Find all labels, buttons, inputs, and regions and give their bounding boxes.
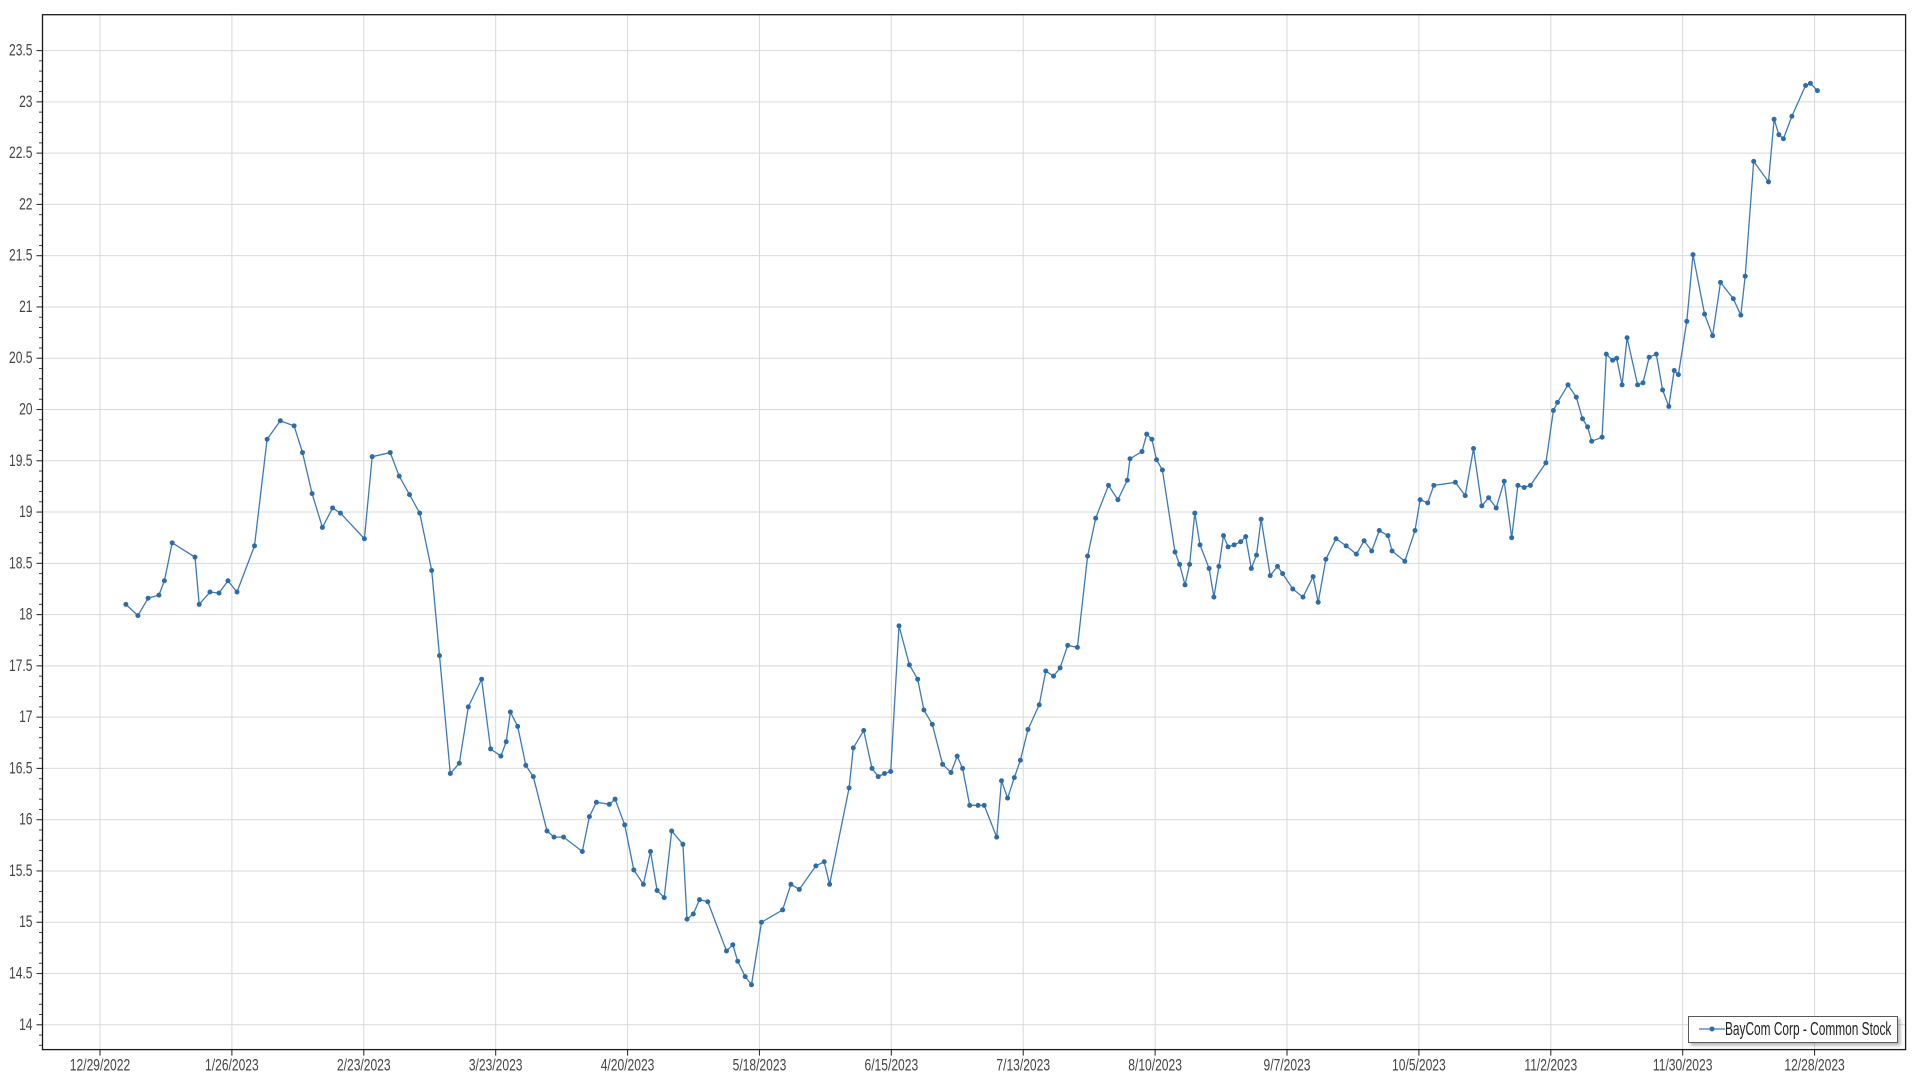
svg-text:3/23/2023: 3/23/2023	[469, 1057, 523, 1075]
svg-text:21.5: 21.5	[9, 247, 32, 265]
svg-text:21: 21	[19, 298, 32, 316]
svg-text:17: 17	[19, 708, 32, 726]
svg-text:22: 22	[19, 196, 32, 214]
svg-text:4/20/2023: 4/20/2023	[601, 1057, 655, 1075]
svg-text:15: 15	[19, 913, 32, 931]
svg-text:8/10/2023: 8/10/2023	[1128, 1057, 1182, 1075]
svg-text:19: 19	[19, 503, 32, 521]
svg-text:6/15/2023: 6/15/2023	[865, 1057, 919, 1075]
svg-text:17.5: 17.5	[9, 657, 32, 675]
svg-text:14: 14	[19, 1016, 32, 1034]
svg-text:22.5: 22.5	[9, 144, 32, 162]
svg-text:2/23/2023: 2/23/2023	[337, 1057, 391, 1075]
svg-text:7/13/2023: 7/13/2023	[996, 1057, 1050, 1075]
svg-text:14.5: 14.5	[9, 965, 32, 983]
svg-text:5/18/2023: 5/18/2023	[733, 1057, 787, 1075]
svg-text:16: 16	[19, 811, 32, 829]
svg-text:18.5: 18.5	[9, 554, 32, 572]
svg-text:23: 23	[19, 93, 32, 111]
svg-text:11/30/2023: 11/30/2023	[1653, 1057, 1712, 1075]
svg-text:9/7/2023: 9/7/2023	[1264, 1057, 1311, 1075]
svg-text:1/26/2023: 1/26/2023	[205, 1057, 259, 1075]
svg-text:12/28/2023: 12/28/2023	[1784, 1057, 1844, 1075]
svg-text:20.5: 20.5	[9, 349, 32, 367]
svg-text:18: 18	[19, 606, 32, 624]
svg-text:23.5: 23.5	[9, 42, 32, 60]
svg-text:11/2/2023: 11/2/2023	[1524, 1057, 1577, 1075]
svg-text:16.5: 16.5	[9, 760, 32, 778]
svg-text:20: 20	[19, 401, 32, 419]
svg-text:19.5: 19.5	[9, 452, 32, 470]
svg-text:12/29/2022: 12/29/2022	[70, 1057, 130, 1075]
svg-text:10/5/2023: 10/5/2023	[1392, 1057, 1446, 1075]
svg-text:15.5: 15.5	[9, 862, 32, 880]
